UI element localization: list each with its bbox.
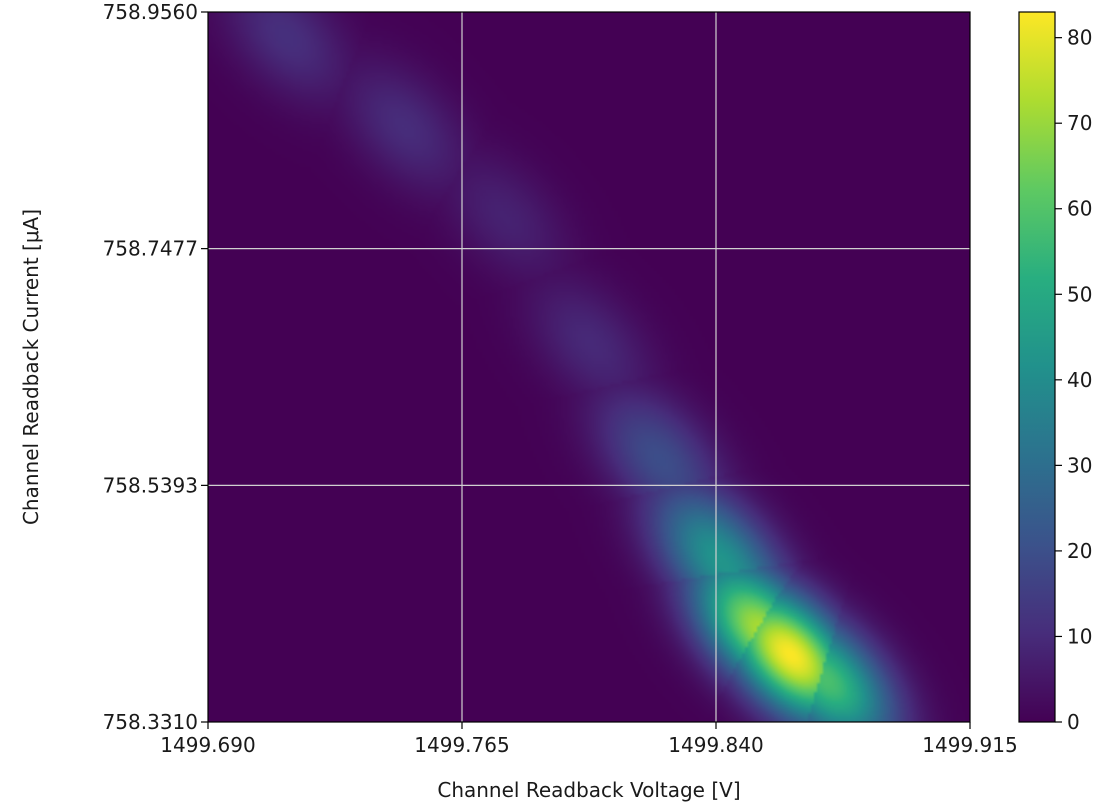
y-tick-label: 758.5393 bbox=[103, 473, 198, 497]
y-tick-label: 758.7477 bbox=[103, 237, 198, 261]
colorbar: 0 10 20 30 40 50 60 70 80 bbox=[1018, 11, 1092, 734]
x-axis-label: Channel Readback Voltage [V] bbox=[437, 778, 740, 802]
colorbar-tick-label: 40 bbox=[1067, 368, 1092, 392]
x-tick-label: 1499.915 bbox=[922, 733, 1017, 757]
plot-frame bbox=[207, 11, 971, 723]
colorbar-tick-label: 20 bbox=[1067, 539, 1092, 563]
y-tick-label: 758.3310 bbox=[103, 710, 198, 734]
y-axis: 758.3310 758.5393 758.7477 758.9560 bbox=[103, 0, 208, 734]
colorbar-tick-label: 60 bbox=[1067, 197, 1092, 221]
heatmap-area bbox=[208, 12, 970, 722]
colorbar-tick-label: 70 bbox=[1067, 111, 1092, 135]
colorbar-ticks: 0 10 20 30 40 50 60 70 80 bbox=[1055, 26, 1092, 734]
colorbar-gradient bbox=[1019, 12, 1055, 722]
colorbar-tick-label: 30 bbox=[1067, 453, 1092, 477]
y-tick-label: 758.9560 bbox=[103, 0, 198, 24]
grid bbox=[208, 12, 970, 722]
colorbar-tick-label: 80 bbox=[1067, 26, 1092, 50]
colorbar-tick-label: 50 bbox=[1067, 282, 1092, 306]
heatmap-image bbox=[208, 12, 970, 722]
x-tick-label: 1499.765 bbox=[414, 733, 509, 757]
y-axis-label: Channel Readback Current [μA] bbox=[19, 209, 43, 525]
x-tick-label: 1499.690 bbox=[160, 733, 255, 757]
colorbar-tick-label: 10 bbox=[1067, 624, 1092, 648]
x-tick-label: 1499.840 bbox=[668, 733, 763, 757]
colorbar-tick-label: 0 bbox=[1067, 710, 1080, 734]
x-axis: 1499.690 1499.765 1499.840 1499.915 bbox=[160, 722, 1018, 757]
colorbar-frame bbox=[1018, 11, 1056, 723]
